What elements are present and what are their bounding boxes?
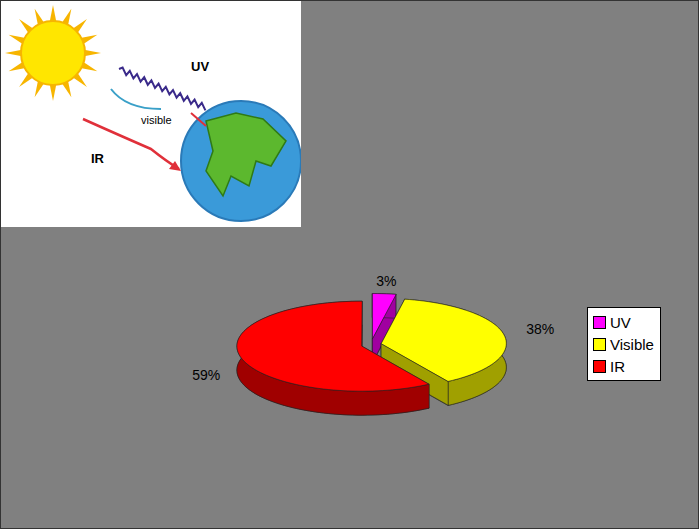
svg-text:visible: visible bbox=[141, 114, 172, 126]
html-text:UV: UV bbox=[610, 313, 631, 331]
svg-text:UV: UV bbox=[191, 59, 209, 74]
svg-text:59%: 59% bbox=[192, 367, 220, 383]
svg-text:3%: 3% bbox=[376, 273, 396, 289]
svg-text:IR: IR bbox=[91, 151, 105, 166]
svg-text:38%: 38% bbox=[526, 321, 554, 337]
html-text:Visible: Visible bbox=[610, 335, 654, 353]
html-text:IR: IR bbox=[610, 357, 625, 375]
